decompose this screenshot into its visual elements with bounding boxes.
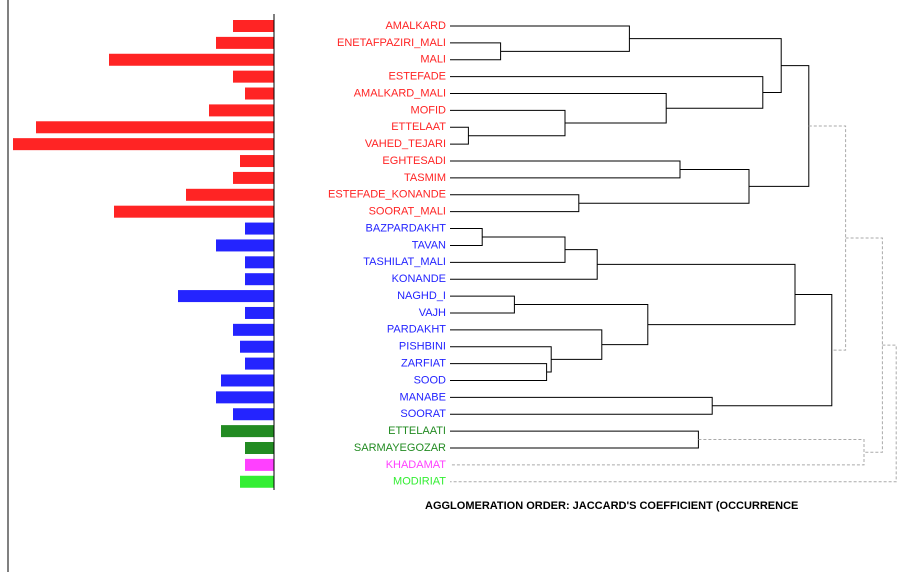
leaf-label: BAZPARDAKHT — [366, 222, 447, 234]
leaf-label: MALI — [420, 54, 446, 66]
leaf-label: SOOD — [414, 374, 446, 386]
bar — [216, 391, 274, 403]
dendrogram-link — [450, 347, 551, 372]
dendrogram-link — [450, 110, 565, 135]
leaf-label: MODIRIAT — [393, 476, 446, 488]
dendrogram-link — [809, 126, 846, 350]
leaf-label: SOORAT_MALI — [369, 206, 446, 218]
bar — [245, 88, 274, 100]
bar — [178, 290, 274, 302]
dendrogram-link — [514, 305, 647, 345]
dendrogram-link — [712, 294, 832, 405]
leaf-label: SARMAYEGOZAR — [354, 442, 446, 454]
leaf-label: KHADAMAT — [386, 459, 447, 471]
dendrogram-link — [450, 440, 864, 465]
dendrogram-link — [597, 264, 795, 324]
bar — [13, 138, 274, 150]
chart: AGGLOMERATION ORDER: JACCARD'S COEFFICIE… — [0, 0, 912, 579]
leaf-label: AMALKARD — [385, 20, 446, 32]
dendrogram-link — [629, 39, 781, 93]
dendrogram-link — [846, 238, 883, 452]
bar — [245, 273, 274, 285]
bar — [233, 408, 274, 420]
bar — [240, 341, 274, 353]
leaf-label: TAVAN — [412, 239, 446, 251]
leaf-label: ESTEFADE_KONANDE — [328, 189, 446, 201]
dendrogram-link — [450, 330, 602, 360]
leaf-label: NAGHD_I — [397, 290, 446, 302]
leaf-label: PARDAKHT — [387, 324, 446, 336]
dendrogram-link — [450, 431, 698, 448]
dendrogram-link — [450, 296, 514, 313]
bar — [233, 324, 274, 336]
bar — [240, 155, 274, 167]
bar — [233, 20, 274, 32]
dendrogram-link — [450, 161, 680, 178]
leaf-label: ZARFIAT — [401, 358, 446, 370]
bar — [221, 374, 274, 386]
leaf-label: TASMIM — [404, 172, 446, 184]
caption: AGGLOMERATION ORDER: JACCARD'S COEFFICIE… — [425, 500, 798, 512]
dendrogram-link — [450, 345, 896, 482]
page: AGGLOMERATION ORDER: JACCARD'S COEFFICIE… — [0, 0, 912, 579]
leaf-label: MOFID — [411, 104, 446, 116]
dendrogram-link — [450, 195, 579, 212]
bar — [36, 121, 274, 133]
leaf-label: ESTEFADE — [389, 71, 446, 83]
bar — [186, 189, 274, 201]
dendrogram-link — [450, 127, 468, 144]
leaf-label: MANABE — [400, 391, 446, 403]
dendrogram-link — [450, 43, 501, 60]
leaf-label: EGHTESADI — [382, 155, 446, 167]
dendrogram-link — [450, 237, 565, 262]
bar — [114, 206, 274, 218]
bar — [209, 104, 274, 116]
dendrogram-link — [450, 77, 763, 109]
bar — [245, 307, 274, 319]
bar — [109, 54, 274, 66]
bar — [245, 358, 274, 370]
bar — [245, 223, 274, 235]
bar — [233, 172, 274, 184]
dendrogram-link — [450, 94, 666, 124]
bar — [245, 442, 274, 454]
leaf-label: ETTELAAT — [391, 121, 446, 133]
leaf-label: PISHBINI — [399, 341, 446, 353]
leaf-label: ENETAFPAZIRI_MALI — [337, 37, 446, 49]
dendrogram-link — [450, 26, 629, 51]
dendrogram-link — [450, 229, 482, 246]
leaf-label: VAJH — [419, 307, 446, 319]
bar — [216, 37, 274, 49]
dendrogram-link — [450, 397, 712, 414]
bar — [240, 476, 274, 488]
leaf-label: TASHILAT_MALI — [363, 256, 446, 268]
bar — [245, 256, 274, 268]
bar — [233, 71, 274, 83]
bar — [245, 459, 274, 471]
bar — [221, 425, 274, 437]
dendrogram-link — [450, 364, 547, 381]
dendrogram-link — [450, 250, 597, 280]
dendrogram-link — [579, 169, 749, 203]
leaf-label: SOORAT — [400, 408, 446, 420]
leaf-label: KONANDE — [392, 273, 446, 285]
leaf-label: AMALKARD_MALI — [354, 87, 446, 99]
dendrogram-link — [749, 66, 809, 187]
leaf-label: ETTELAATI — [388, 425, 446, 437]
leaf-label: VAHED_TEJARI — [365, 138, 446, 150]
bar — [216, 239, 274, 251]
